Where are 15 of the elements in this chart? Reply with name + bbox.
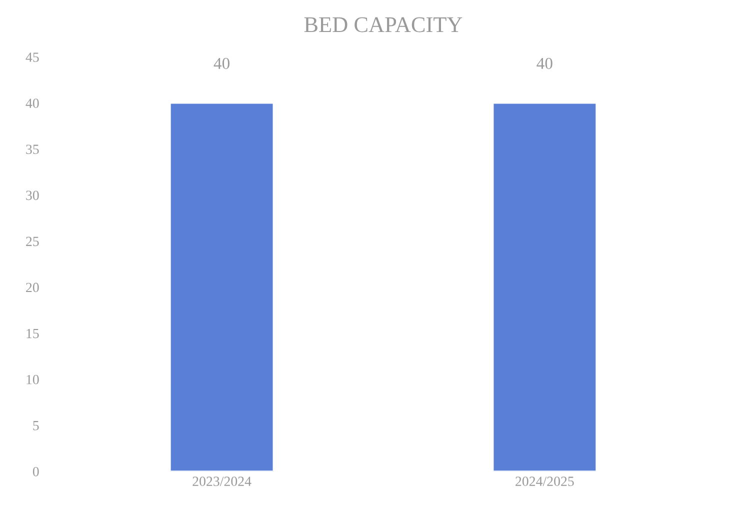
y-tick-label: 45 — [26, 52, 39, 62]
y-tick-label: 20 — [26, 282, 39, 292]
y-tick-label: 5 — [33, 421, 39, 430]
y-tick-label: 25 — [26, 236, 39, 246]
y-tick-label: 35 — [26, 144, 39, 154]
data-label: 40 — [214, 58, 230, 70]
y-tick-label: 15 — [26, 328, 39, 338]
data-label: 40 — [536, 58, 552, 70]
y-tick-label: 10 — [26, 374, 39, 384]
x-tick-label: 2023/2024 — [192, 476, 252, 486]
y-tick-label: 30 — [26, 190, 39, 200]
chart-title: BED CAPACITY — [304, 17, 462, 32]
y-tick-label: 0 — [32, 466, 39, 476]
y-tick-label: 40 — [26, 98, 39, 108]
x-tick-label: 2024/2025 — [516, 476, 574, 486]
